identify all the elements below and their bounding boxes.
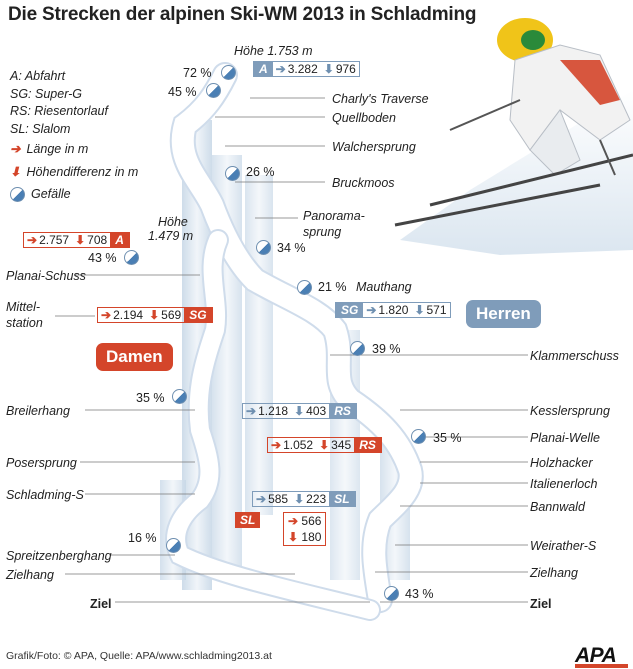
legend-abbr-rs: RS: Riesentorlauf — [10, 104, 108, 118]
slope-icon — [297, 280, 312, 295]
legend-abbr-a: A: Abfahrt — [10, 69, 66, 83]
legend-length: ➔ Länge in m — [10, 141, 138, 159]
slope-icon — [225, 166, 240, 181]
arrow-right-icon: ➔ — [101, 308, 112, 322]
arrow-down-icon: ⬇ — [149, 308, 160, 322]
badge-men-giant-slalom: ➔ 1.218 ⬇ 403 RS — [242, 403, 357, 419]
arrow-right-icon: ➔ — [366, 303, 377, 317]
badge-women-slalom-tag: SL — [235, 512, 261, 528]
arrow-right-icon: ➔ — [10, 142, 21, 156]
label-weirather-s: Weirather-S — [530, 539, 597, 553]
badge-men-super-g: SG ➔ 1.820 ⬇ 571 — [335, 302, 451, 318]
arrow-right-icon: ➔ — [271, 438, 282, 452]
label-mittelstation-2: station — [6, 316, 43, 330]
arrow-down-icon: ⬇ — [323, 62, 334, 76]
label-panorama-1: Panorama- — [303, 209, 365, 223]
label-posersprung: Posersprung — [6, 456, 77, 470]
height-women-line1: Höhe — [158, 215, 188, 229]
height-women-line2: 1.479 m — [148, 229, 194, 243]
label-planai-welle: Planai-Welle — [530, 431, 600, 445]
apa-logo-bar — [575, 664, 628, 668]
slope-icon — [221, 65, 236, 80]
label-kesslersprung: Kesslersprung — [530, 404, 610, 418]
badge-women-downhill: ➔ 2.757 ⬇ 708 A — [23, 232, 130, 248]
label-walchersprung: Walchersprung — [332, 140, 416, 154]
badge-women-super-g: ➔ 2.194 ⬇ 569 SG — [97, 307, 213, 323]
slope-35-men: 35 % — [433, 431, 462, 445]
slope-39: 39 % — [372, 342, 401, 356]
slope-35-women: 35 % — [136, 391, 165, 405]
slope-icon — [411, 429, 426, 444]
slope-icon — [10, 187, 25, 203]
legend-height-diff: ⬇ Höhendifferenz in m — [10, 164, 138, 182]
slope-icon — [350, 341, 365, 356]
label-ziel-men: Ziel — [530, 597, 552, 611]
legend-abbr-sg: SG: Super-G — [10, 86, 83, 101]
slope-icon — [206, 83, 221, 98]
slope-45: 45 % — [168, 85, 197, 99]
label-planai-schuss: Planai-Schuss — [6, 269, 86, 283]
slope-icon — [256, 240, 271, 255]
slope-43-women: 43 % — [88, 251, 117, 265]
men-label: Herren — [466, 300, 541, 328]
label-zielhang-men: Zielhang — [530, 566, 578, 580]
label-klammerschuss: Klammerschuss — [530, 349, 619, 363]
height-top: Höhe 1.753 m — [234, 44, 313, 58]
slope-icon — [124, 250, 139, 265]
arrow-down-icon: ⬇ — [319, 438, 330, 452]
arrow-right-icon: ➔ — [27, 233, 38, 247]
label-spreitzenberghang: Spreitzenberghang — [6, 549, 112, 563]
badge-men-downhill: A ➔ 3.282 ⬇ 976 — [253, 61, 360, 77]
legend-slope: Gefälle — [10, 186, 138, 204]
label-bruckmoos: Bruckmoos — [332, 176, 395, 190]
arrow-down-icon: ⬇ — [10, 164, 21, 179]
slope-43-men: 43 % — [405, 587, 434, 601]
label-bannwald: Bannwald — [530, 500, 585, 514]
badge-women-giant-slalom: ➔ 1.052 ⬇ 345 RS — [267, 437, 382, 453]
slope-21: 21 % — [318, 280, 347, 294]
label-schladming-s: Schladming-S — [6, 488, 84, 502]
slope-16: 16 % — [128, 531, 157, 545]
label-zielhang-women: Zielhang — [6, 568, 54, 582]
arrow-down-icon: ⬇ — [75, 233, 86, 247]
legend-abbr-sl: SL: Slalom — [10, 121, 71, 136]
arrow-right-icon: ➔ — [246, 404, 257, 418]
label-breilerhang: Breilerhang — [6, 404, 70, 418]
label-panorama-2: sprung — [303, 225, 342, 239]
label-italienerloch: Italienerloch — [530, 477, 598, 491]
label-ziel-women: Ziel — [90, 597, 112, 611]
slope-icon — [384, 586, 399, 601]
arrow-down-icon: ⬇ — [288, 530, 299, 544]
label-holzhacker: Holzhacker — [530, 456, 593, 470]
slope-26: 26 % — [246, 165, 275, 179]
arrow-right-icon: ➔ — [275, 62, 286, 76]
label-quellboden: Quellboden — [332, 111, 396, 125]
arrow-right-icon: ➔ — [288, 514, 299, 528]
label-mauthang: Mauthang — [356, 280, 412, 294]
arrow-down-icon: ⬇ — [414, 303, 425, 317]
women-label: Damen — [96, 343, 173, 371]
slope-icon — [166, 538, 181, 553]
apa-logo: APA — [575, 644, 617, 667]
page-title: Die Strecken der alpinen Ski-WM 2013 in … — [8, 4, 477, 25]
slope-icon — [172, 389, 187, 404]
arrow-down-icon: ⬇ — [294, 492, 305, 506]
label-mittelstation-1: Mittel- — [6, 300, 41, 314]
arrow-down-icon: ⬇ — [294, 404, 305, 418]
footer-credit: Grafik/Foto: © APA, Quelle: APA/www.schl… — [6, 650, 272, 662]
legend: A: Abfahrt SG: Super-G RS: Riesentorlauf… — [10, 68, 138, 204]
slope-72: 72 % — [183, 66, 212, 80]
badge-women-slalom: ➔ 566 ⬇ 180 — [283, 512, 327, 546]
slope-34: 34 % — [277, 241, 306, 255]
label-charlys-traverse: Charly's Traverse — [332, 92, 429, 106]
arrow-right-icon: ➔ — [256, 492, 267, 506]
badge-men-slalom: ➔ 585 ⬇ 223 SL — [252, 491, 356, 507]
